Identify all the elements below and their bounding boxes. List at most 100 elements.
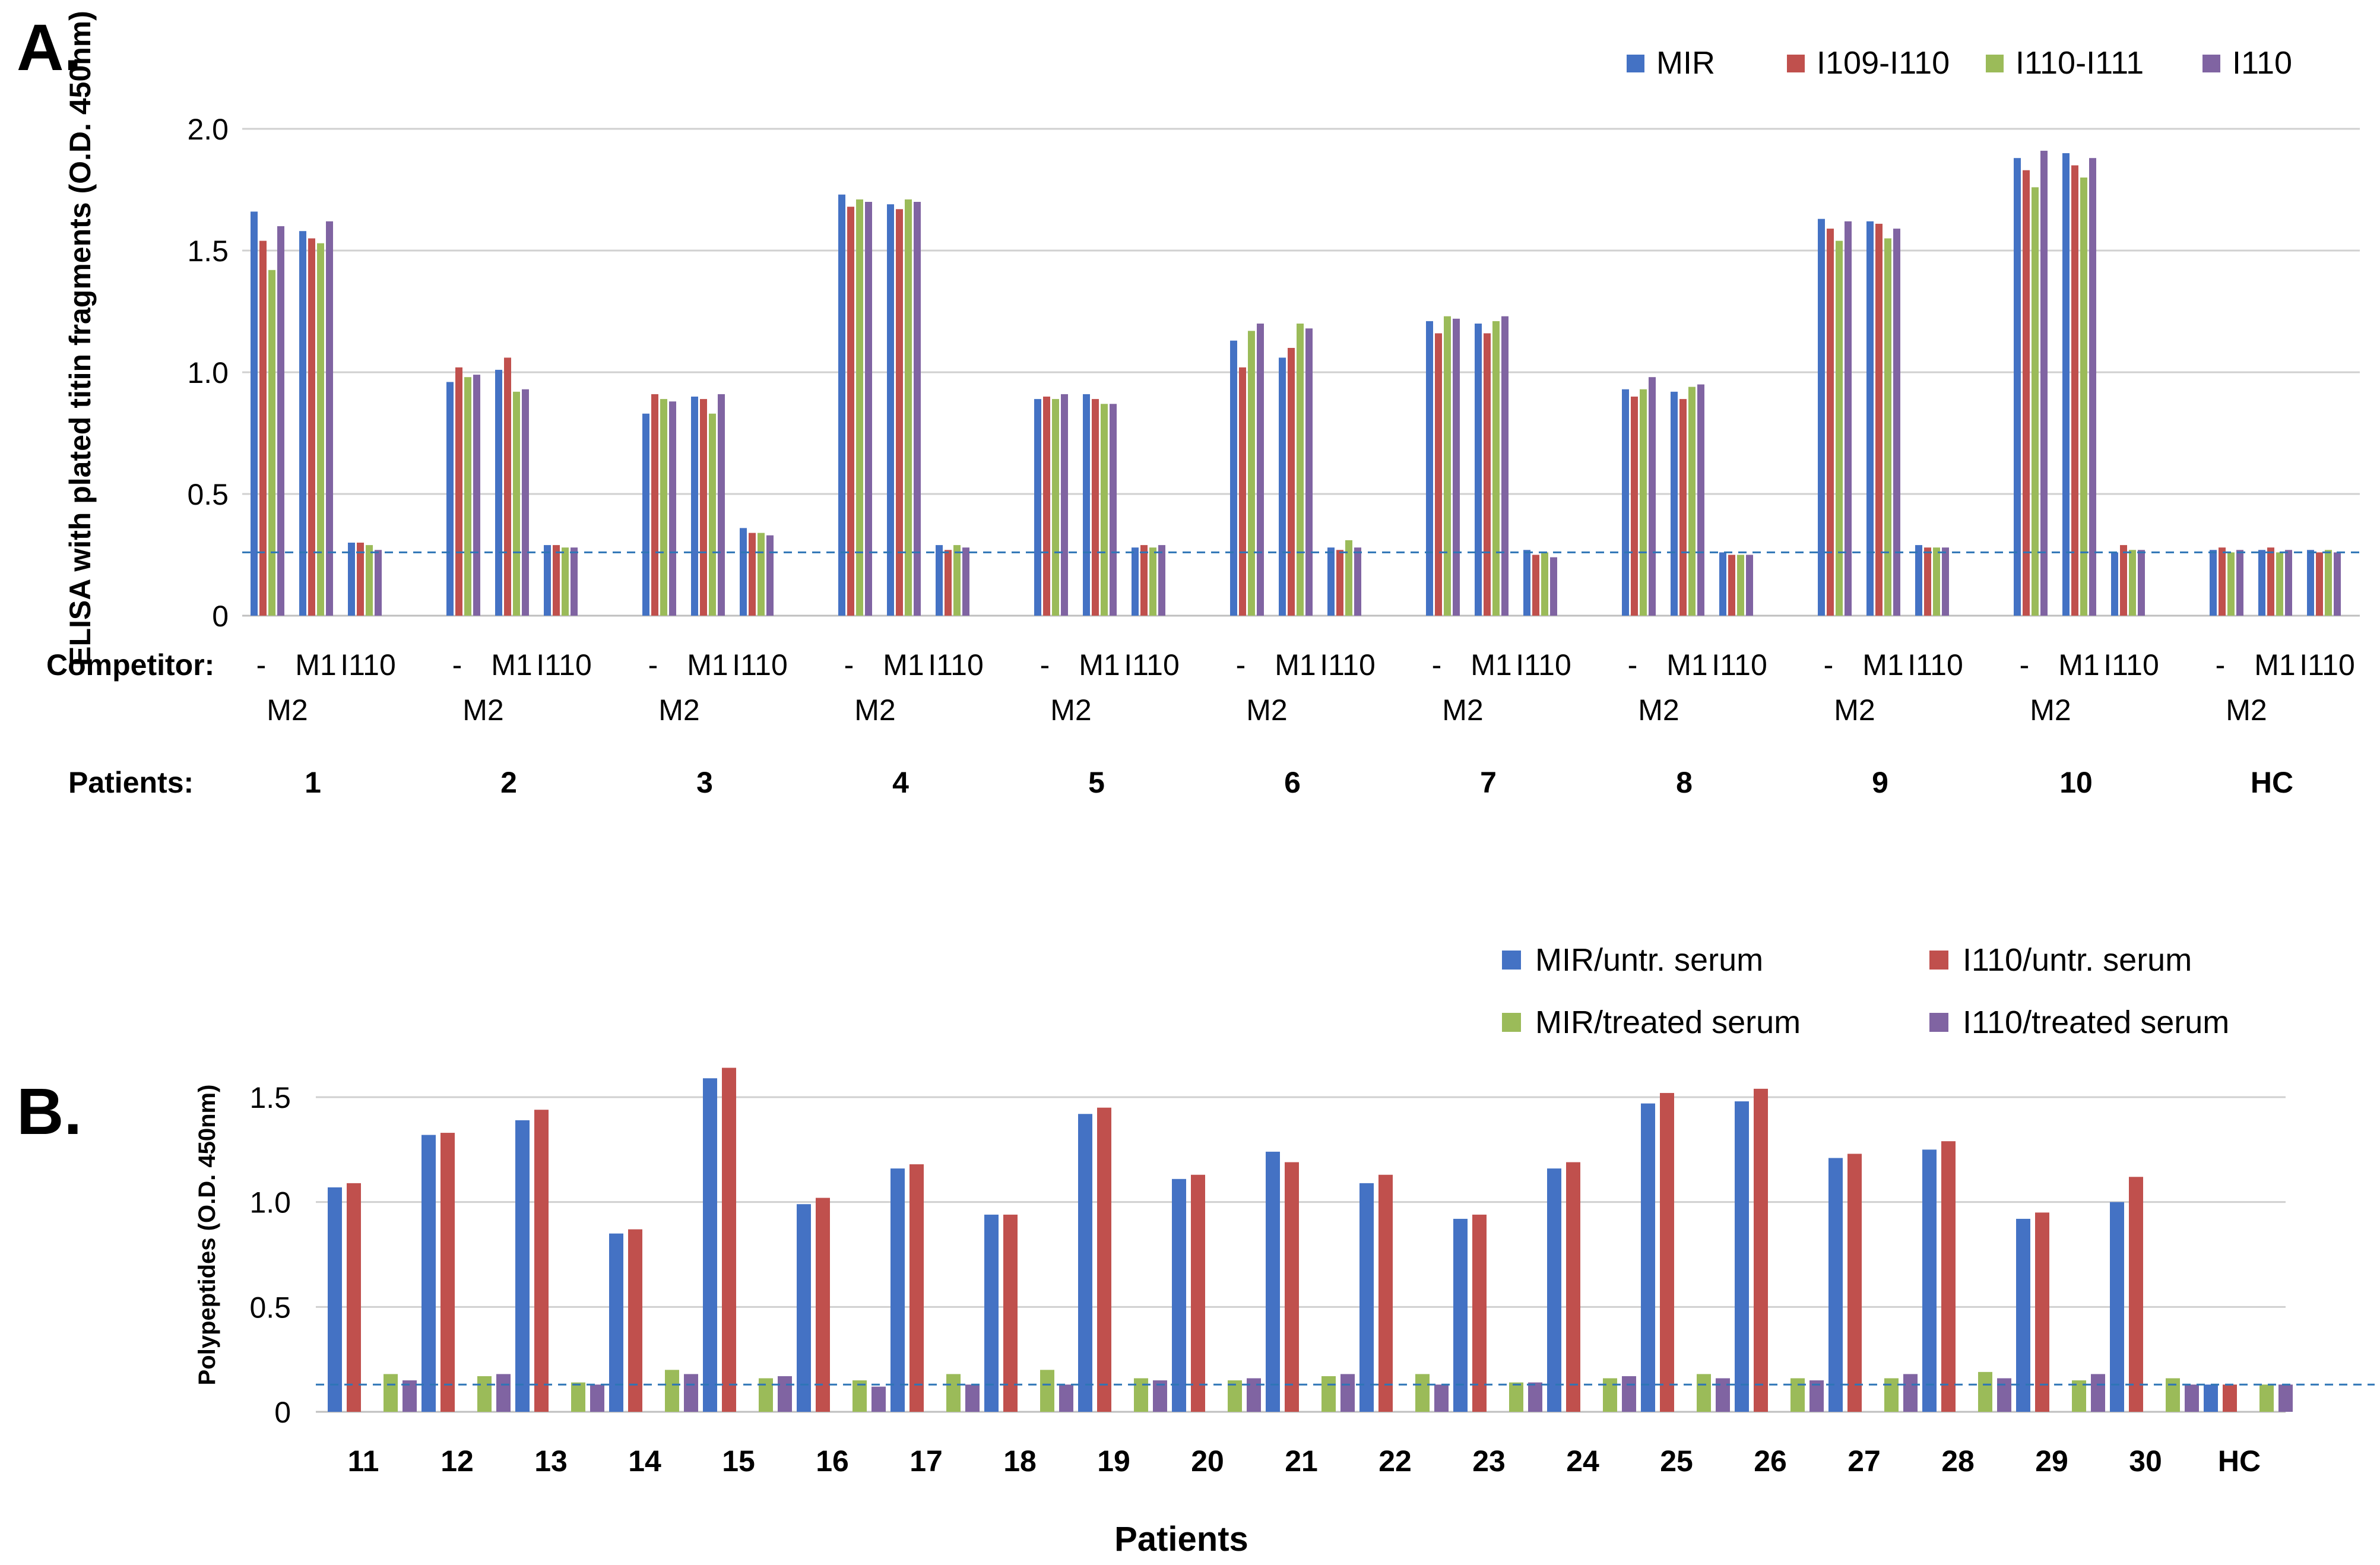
- legend-swatch-MIR: [1627, 55, 1644, 72]
- bar-p1-c2-I109-I110: [357, 543, 364, 616]
- bar-p26-MIR/treated serum: [1790, 1378, 1805, 1412]
- bar-p17-I110/untr. serum: [909, 1164, 924, 1412]
- bar-p13-I110/untr. serum: [534, 1110, 549, 1412]
- bar-p27-I110/treated serum: [1903, 1374, 1918, 1412]
- bar-p30-I110/treated serum: [2185, 1385, 2199, 1412]
- bar-pHC-I110/treated serum: [2278, 1385, 2293, 1412]
- bar-pHC-c1-I110: [2285, 550, 2292, 616]
- y-tick-label: 2.0: [187, 113, 229, 146]
- bar-p11-MIR/treated serum: [384, 1374, 398, 1412]
- competitor-label: -: [452, 648, 462, 682]
- patient-label: 9: [1872, 766, 1888, 799]
- competitor-label: M1: [1471, 648, 1511, 682]
- bar-p19-MIR/treated serum: [1134, 1378, 1148, 1412]
- bar-p10-c0-I110: [2040, 150, 2048, 616]
- competitor-label: I110: [536, 648, 592, 682]
- competitor-label: M1: [295, 648, 336, 682]
- bar-p10-c1-MIR: [2062, 153, 2070, 616]
- panel-b: B. Polypeptides (O.D. 450nm) Patients 1.…: [17, 942, 2375, 1558]
- panel-a-label: A.: [17, 11, 82, 84]
- bar-p24-I110/untr. serum: [1566, 1162, 1580, 1412]
- bar-p18-MIR/untr. serum: [984, 1214, 999, 1412]
- bar-p2-c0-I109-I110: [455, 367, 462, 616]
- bar-p15-I110/treated serum: [778, 1376, 792, 1412]
- competitor-label: I110: [1516, 648, 1571, 682]
- bar-p5-c2-I110: [1158, 545, 1165, 616]
- category-label: 19: [1097, 1444, 1130, 1478]
- bar-p6-c2-I109-I110: [1336, 550, 1343, 616]
- bar-p24-I110/treated serum: [1622, 1376, 1636, 1412]
- bar-p2-c1-I109-I110: [504, 357, 511, 616]
- bar-p6-c0-MIR: [1230, 340, 1237, 616]
- bar-p27-MIR/untr. serum: [1828, 1158, 1843, 1412]
- bar-p16-MIR/untr. serum: [797, 1204, 811, 1412]
- bar-p8-c1-I110: [1697, 384, 1704, 616]
- bar-p3-c0-I110-I111: [660, 399, 667, 616]
- bar-p10-c0-MIR: [2014, 158, 2021, 616]
- bar-p1-c0-MIR: [251, 211, 258, 616]
- bar-p1-c0-I110-I111: [268, 270, 275, 616]
- bar-p7-c1-I110-I111: [1492, 321, 1500, 616]
- bar-p7-c0-I110-I111: [1444, 316, 1451, 616]
- patient-label: HC: [2251, 766, 2293, 799]
- bar-p13-MIR/untr. serum: [515, 1120, 530, 1412]
- bar-p25-I110/treated serum: [1716, 1378, 1730, 1412]
- bar-p16-I110/untr. serum: [816, 1197, 830, 1412]
- bar-p23-MIR/untr. serum: [1453, 1218, 1468, 1412]
- bar-p7-c2-I110: [1550, 557, 1557, 616]
- category-label: 30: [2129, 1444, 2162, 1478]
- bar-p1-c2-I110-I111: [366, 545, 373, 616]
- competitor-label: M2: [854, 693, 895, 727]
- bar-p4-c0-MIR: [838, 194, 845, 616]
- category-label: 20: [1191, 1444, 1224, 1478]
- bar-p11-I110/treated serum: [403, 1380, 417, 1412]
- bar-p7-c2-I109-I110: [1532, 555, 1539, 616]
- bar-p7-c2-I110-I111: [1541, 552, 1548, 616]
- bar-p20-I110/treated serum: [1247, 1378, 1261, 1412]
- bar-p21-MIR/untr. serum: [1266, 1151, 1280, 1412]
- bar-pHC-MIR/untr. serum: [2204, 1385, 2218, 1412]
- bar-p7-c2-MIR: [1523, 550, 1530, 616]
- legend-swatch-I110/untr. serum: [1929, 951, 1948, 970]
- category-label: 15: [722, 1444, 755, 1478]
- bar-p25-MIR/untr. serum: [1641, 1103, 1655, 1412]
- bar-p6-c2-I110: [1354, 547, 1361, 616]
- bar-p12-MIR/treated serum: [477, 1376, 492, 1412]
- competitor-label: I110: [928, 648, 984, 682]
- panel-b-y-ticks: 1.5 1.0 0.5 0: [249, 1081, 291, 1429]
- bar-p8-c1-MIR: [1671, 391, 1678, 616]
- bar-p3-c2-MIR: [740, 528, 747, 616]
- patient-label: 2: [500, 766, 517, 799]
- bar-p14-I110/treated serum: [684, 1374, 698, 1412]
- bar-p4-c2-I109-I110: [945, 550, 952, 616]
- competitor-label: I110: [1712, 648, 1767, 682]
- category-label: HC: [2218, 1444, 2261, 1478]
- bar-p8-c0-I110: [1649, 377, 1656, 616]
- bar-p8-c1-I109-I110: [1679, 399, 1687, 616]
- panel-b-legend: MIR/untr. serum I110/untr. serum MIR/treat…: [1502, 942, 2229, 1040]
- bar-p7-c1-I110: [1501, 316, 1509, 616]
- bar-p20-MIR/untr. serum: [1172, 1178, 1186, 1412]
- bar-p14-MIR/untr. serum: [609, 1233, 623, 1412]
- panel-a-y-axis-title: ELISA with plated titin fragments (O.D. …: [64, 11, 97, 666]
- bar-p10-c1-I110-I111: [2080, 178, 2087, 616]
- legend-label-MIR: MIR: [1656, 45, 1715, 81]
- bar-p1-c1-MIR: [299, 231, 306, 616]
- y-tick-label: 0.5: [187, 478, 229, 511]
- competitor-label: M2: [1246, 693, 1287, 727]
- bar-p10-c2-I110: [2138, 550, 2145, 616]
- bar-p14-I110/untr. serum: [628, 1229, 642, 1412]
- competitor-label: I110: [2299, 648, 2355, 682]
- competitor-label: M1: [1666, 648, 1707, 682]
- competitor-label: I110: [1320, 648, 1376, 682]
- bar-p13-MIR/treated serum: [571, 1382, 585, 1412]
- patient-label: 5: [1088, 766, 1105, 799]
- bar-p13-I110/treated serum: [590, 1385, 604, 1412]
- bar-p2-c0-I110: [473, 375, 480, 616]
- bar-p6-c1-I110-I111: [1297, 324, 1304, 616]
- bar-p5-c0-I109-I110: [1043, 397, 1050, 616]
- category-label: 11: [348, 1444, 379, 1478]
- competitor-label: -: [1040, 648, 1050, 682]
- competitor-label: M2: [267, 693, 308, 727]
- bar-p6-c1-I110: [1305, 328, 1313, 616]
